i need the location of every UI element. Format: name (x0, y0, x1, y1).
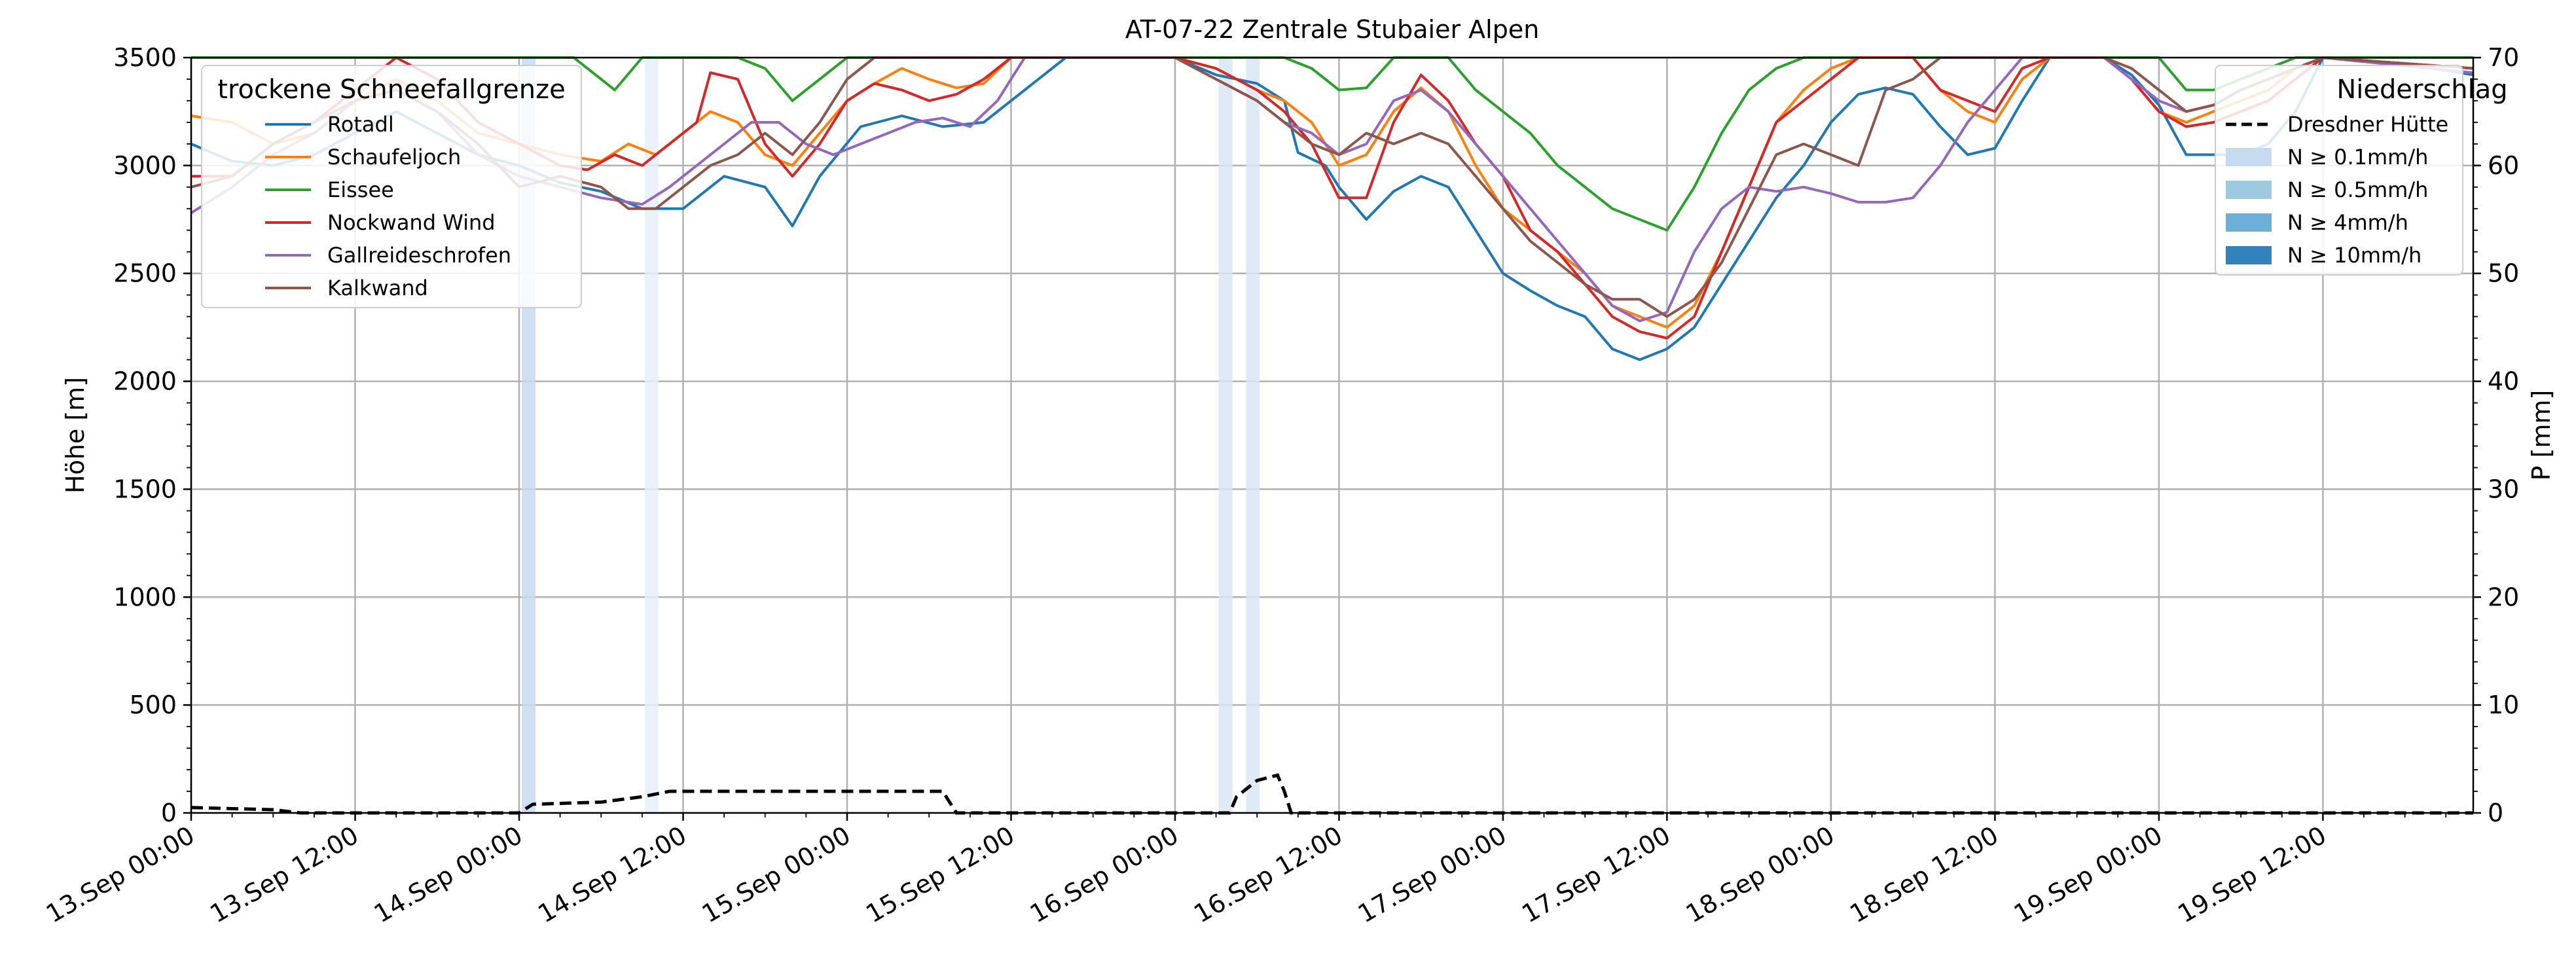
legend-label: Eissee (327, 177, 394, 202)
y2-tick-label: 60 (2488, 151, 2519, 180)
series-line-schaufeljoch (191, 56, 2473, 329)
y-tick-label: 500 (129, 691, 177, 719)
precipitation-bar (1246, 58, 1260, 813)
series-line-gallreideschrofen (191, 56, 2473, 323)
y-tick-label: 0 (161, 799, 177, 827)
legend-label: N ≥ 10mm/h (2287, 243, 2422, 268)
series-line-eissee (191, 56, 2473, 232)
precipitation-bars (522, 58, 1260, 813)
y-axis-label: Höhe [m] (61, 377, 90, 494)
y2-tick-label: 40 (2488, 367, 2519, 396)
y2-tick-label: 50 (2488, 259, 2519, 288)
y-tick-label: 1500 (113, 475, 177, 503)
legend-right-title: Niederschlag (2336, 75, 2507, 105)
legend-label: Dresdner Hütte (2287, 112, 2448, 137)
legend-label: Rotadl (327, 112, 394, 137)
legend-label: Gallreideschrofen (327, 243, 511, 268)
legend-swatch (2226, 181, 2272, 199)
chart-title: AT-07-22 Zentrale Stubaier Alpen (1125, 15, 1540, 44)
legend-right: Niederschlag Dresdner Hütte N ≥ 0.1mm/h N … (2215, 65, 2508, 276)
legend-swatch (2226, 246, 2272, 264)
legend-left-box (201, 65, 582, 308)
legend-left-items: Rotadl Schaufeljoch Eissee Nockwand Wind Gal… (265, 112, 511, 300)
series-line-nockwand-wind (191, 56, 2473, 340)
legend-right-box (2215, 65, 2463, 276)
precipitation-bar (1218, 58, 1233, 813)
y-tick-label: 3500 (113, 43, 177, 72)
legend-right-items: Dresdner Hütte N ≥ 0.1mm/h N ≥ 0.5mm/h N ≥ … (2226, 112, 2448, 268)
legend-left-title: trockene Schneefallgrenze (217, 75, 565, 105)
plot-frame (190, 56, 2475, 814)
precipitation-bar (645, 58, 659, 813)
legend-swatch (2226, 213, 2272, 232)
y2-tick-label: 10 (2488, 691, 2519, 719)
legend-label: Schaufeljoch (327, 145, 461, 170)
legend-left: trockene Schneefallgrenze Rotadl Schaufel… (201, 65, 582, 308)
legend-swatch (2226, 148, 2272, 166)
legend-label: N ≥ 0.5mm/h (2287, 177, 2428, 202)
y2-tick-label: 20 (2488, 583, 2519, 611)
y-tick-label: 2500 (113, 259, 177, 288)
y2-axis-label: P [mm] (2527, 390, 2556, 481)
y-tick-label: 2000 (113, 367, 177, 396)
y-tick-label: 1000 (113, 583, 177, 611)
legend-label: Nockwand Wind (327, 210, 496, 235)
y2-tick-label: 30 (2488, 475, 2519, 503)
y2-tick-label: 0 (2488, 799, 2503, 827)
y-tick-label: 3000 (113, 151, 177, 180)
legend-label: Kalkwand (327, 276, 428, 300)
y2-tick-label: 70 (2488, 43, 2519, 72)
legend-label: N ≥ 0.1mm/h (2287, 145, 2428, 170)
legend-label: N ≥ 4mm/h (2287, 210, 2408, 235)
